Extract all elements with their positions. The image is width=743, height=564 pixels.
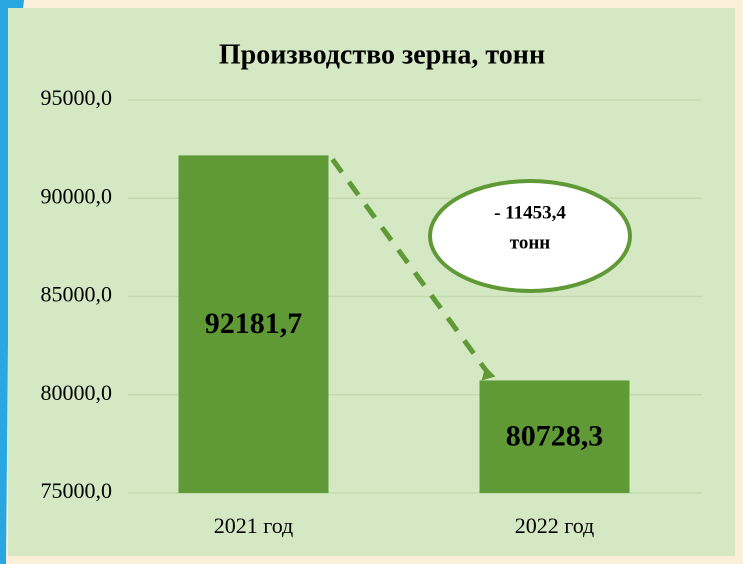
y-tick-label: 85000,0 — [41, 282, 113, 307]
arrow-head — [481, 366, 496, 381]
bar — [178, 155, 329, 494]
annotation-bubble — [428, 179, 632, 293]
data-label: 80728,3 — [506, 420, 604, 453]
annotation-text: тонн — [510, 232, 551, 253]
annotation-text: - 11453,4 — [494, 202, 566, 223]
bar — [479, 380, 630, 493]
decor-stripe — [0, 0, 24, 564]
chart-title: Производство зерна, тонн — [219, 39, 545, 70]
data-label: 92181,7 — [205, 307, 303, 340]
y-tick-label: 80000,0 — [41, 380, 113, 405]
y-tick-label: 90000,0 — [41, 183, 113, 208]
x-tick-label: 2021 год — [214, 513, 294, 538]
y-tick-label: 95000,0 — [41, 85, 113, 110]
x-tick-label: 2022 год — [515, 513, 595, 538]
y-tick-label: 75000,0 — [41, 478, 113, 503]
trend-arrow — [330, 157, 490, 374]
